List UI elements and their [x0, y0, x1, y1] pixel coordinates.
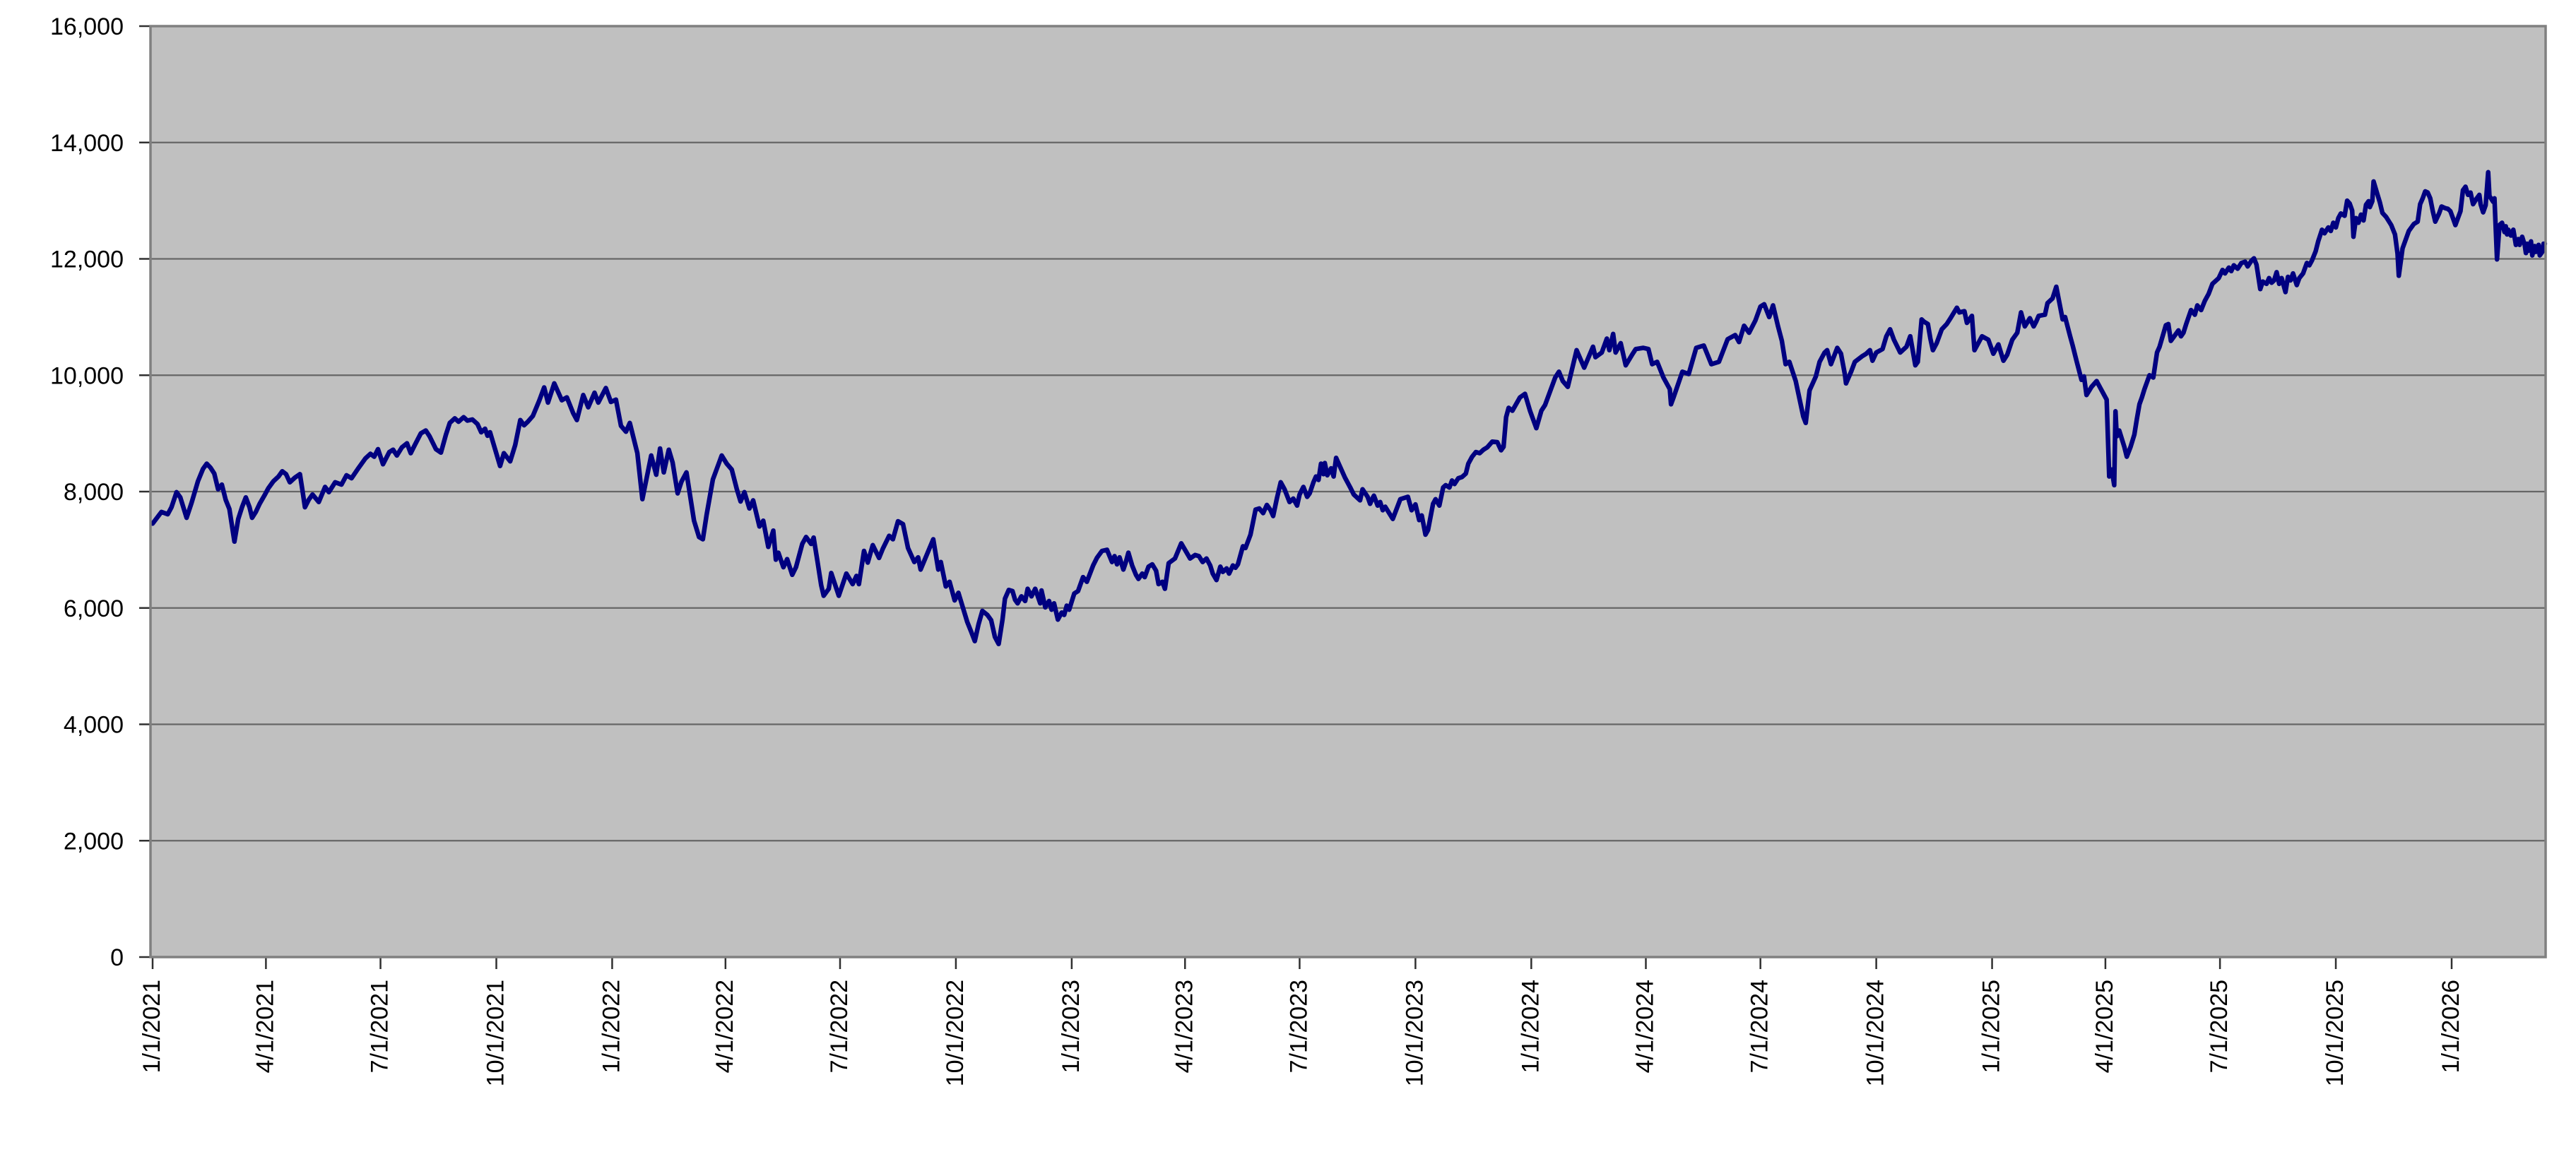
x-tick-label: 10/1/2022 [942, 980, 969, 1086]
x-tick-label: 1/1/2022 [598, 980, 625, 1073]
x-tick-label: 7/1/2021 [367, 980, 394, 1073]
y-tick-label: 16,000 [50, 13, 124, 40]
x-tick-label: 4/1/2022 [711, 980, 738, 1073]
x-tick-label: 4/1/2021 [252, 980, 278, 1073]
x-tick-label: 10/1/2024 [1862, 980, 1889, 1086]
x-tick-label: 1/1/2021 [138, 980, 165, 1073]
plot-border [149, 25, 2547, 958]
y-tick-label: 14,000 [50, 130, 124, 157]
y-tick-label: 8,000 [64, 479, 124, 506]
x-axis: 1/1/2021 4/1/2021 7/1/2021 10/1/2021 1/1/202… [138, 957, 2464, 1086]
x-tick-label: 10/1/2025 [2322, 980, 2348, 1086]
x-tick-label: 1/1/2025 [1978, 980, 2005, 1073]
x-tick-label: 4/1/2025 [2091, 980, 2118, 1073]
x-tick-label: 7/1/2023 [1285, 980, 1312, 1073]
x-tick-label: 10/1/2023 [1401, 980, 1428, 1086]
y-tick-label: 12,000 [50, 247, 124, 273]
gridlines [150, 141, 2546, 842]
y-tick-label: 4,000 [64, 712, 124, 739]
data-line [150, 170, 2548, 647]
x-tick-label: 1/1/2026 [2438, 980, 2464, 1073]
y-tick-label: 10,000 [50, 362, 124, 389]
x-tick-label: 1/1/2024 [1517, 980, 1544, 1073]
y-tick-label: 0 [110, 944, 124, 971]
y-tick-label: 2,000 [64, 828, 124, 855]
x-tick-label: 7/1/2025 [2206, 980, 2233, 1073]
x-tick-label: 7/1/2024 [1747, 980, 1773, 1073]
y-tick-label: 6,000 [64, 595, 124, 622]
x-tick-label: 4/1/2024 [1631, 980, 1658, 1073]
y-axis: 0 2,000 4,000 6,000 8,000 10,000 12,000 14,000 1… [50, 13, 150, 971]
x-tick-label: 1/1/2023 [1058, 980, 1085, 1073]
x-tick-label: 10/1/2021 [482, 980, 509, 1086]
x-tick-label: 4/1/2023 [1171, 980, 1198, 1073]
x-tick-label: 7/1/2022 [826, 980, 853, 1073]
